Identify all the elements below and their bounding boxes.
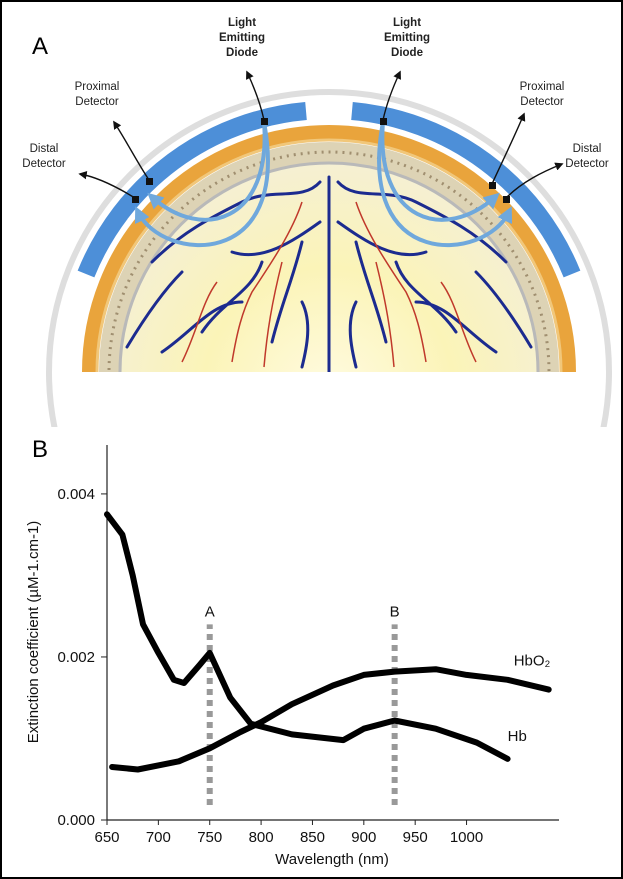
series-label: Hb	[508, 728, 527, 745]
diagram-label: Proximal	[520, 81, 565, 93]
x-tick-label: 650	[94, 829, 119, 846]
diagram-label: Emitting	[384, 32, 430, 44]
y-tick-label: 0.000	[57, 812, 95, 829]
diagram-label: Proximal	[75, 81, 120, 93]
y-axis-label: Extinction coefficient (µM-1.cm-1)	[25, 521, 42, 744]
series-line	[109, 666, 552, 773]
skin	[46, 89, 612, 427]
diagram-label: Diode	[391, 47, 423, 59]
x-tick-label: 900	[351, 829, 376, 846]
diagram-label: Detector	[520, 96, 564, 108]
light-paths	[134, 121, 513, 247]
diagram-label: Diode	[226, 47, 258, 59]
y-tick-label: 0.002	[57, 649, 95, 666]
diagram-label: Emitting	[219, 32, 265, 44]
marker-label: B	[390, 603, 400, 620]
x-tick-label: 750	[197, 829, 222, 846]
series-line	[104, 511, 511, 762]
diagram-label: Detector	[565, 158, 609, 170]
diagram-label: Light	[228, 17, 256, 29]
diagram-label: Detector	[75, 96, 119, 108]
x-tick-label: 1000	[450, 829, 483, 846]
diagram-label: Distal	[573, 143, 602, 155]
x-tick-label: 700	[146, 829, 171, 846]
y-tick-label: 0.004	[57, 486, 95, 503]
panel-label: A	[32, 33, 48, 60]
series-label: HbO₂	[514, 653, 551, 670]
diagram-label: Distal	[30, 143, 59, 155]
marker-label: A	[205, 603, 215, 620]
diagram-label: Light	[393, 17, 421, 29]
x-axis-label: Wavelength (nm)	[275, 851, 389, 868]
diagram-label: Detector	[22, 158, 66, 170]
x-tick-label: 850	[300, 829, 325, 846]
x-tick-label: 800	[249, 829, 274, 846]
sensor-bands	[77, 102, 581, 278]
x-tick-label: 950	[403, 829, 428, 846]
panel-label: B	[32, 436, 48, 463]
leader-arrows	[78, 70, 564, 199]
panel-a: A	[22, 17, 612, 427]
sensors	[132, 118, 510, 203]
